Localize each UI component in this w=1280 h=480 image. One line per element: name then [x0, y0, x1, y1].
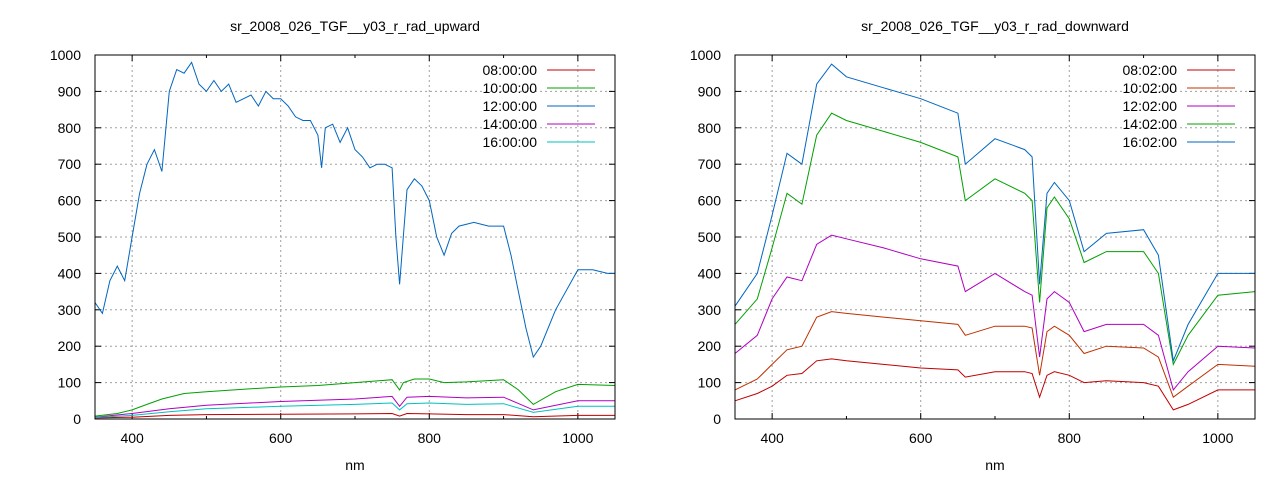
x-tick-label: 800 — [418, 430, 442, 446]
series-line — [734, 311, 1256, 398]
y-tick-label: 1000 — [690, 47, 721, 63]
y-tick-label: 700 — [58, 156, 82, 172]
legend-label: 08:00:00 — [483, 62, 538, 78]
chart-upward-svg: sr_2008_026_TGF__y03_r_rad_upward 0 100 200… — [50, 18, 616, 473]
legend-label: 08:02:00 — [1123, 62, 1178, 78]
y-tick-label: 900 — [698, 83, 722, 99]
y-tick-label: 300 — [58, 302, 82, 318]
legend-label: 12:00:00 — [483, 98, 538, 114]
y-tick-label: 0 — [73, 411, 81, 427]
x-tick-label: 1000 — [1202, 430, 1233, 446]
x-tick-label: 400 — [120, 430, 144, 446]
series-line — [94, 402, 615, 418]
x-axis-label: nm — [345, 457, 364, 473]
y-tick-label: 400 — [58, 265, 82, 281]
y-tick-label: 600 — [698, 193, 722, 209]
y-tick-label: 200 — [698, 338, 722, 354]
y-tick-label: 600 — [58, 193, 82, 209]
plot-frame — [734, 54, 1256, 420]
series-line — [734, 112, 1256, 366]
chart-title: sr_2008_026_TGF__y03_r_rad_downward — [861, 18, 1129, 34]
series-line — [94, 412, 615, 419]
chart-upward: sr_2008_026_TGF__y03_r_rad_upward 0 100 200… — [50, 18, 616, 473]
y-tick-label: 300 — [698, 302, 722, 318]
y-tick-label: 0 — [713, 411, 721, 427]
legend-label: 10:00:00 — [483, 80, 538, 96]
legend-label: 10:02:00 — [1123, 80, 1178, 96]
y-tick-label: 700 — [698, 156, 722, 172]
chart-downward-svg: sr_2008_026_TGF__y03_r_rad_downward 0 100 2… — [690, 18, 1256, 473]
y-tick-label: 500 — [58, 229, 82, 245]
y-tick-label: 800 — [58, 120, 82, 136]
legend-label: 14:02:00 — [1123, 116, 1178, 132]
chart-downward: sr_2008_026_TGF__y03_r_rad_downward 0 100 2… — [640, 0, 1280, 480]
x-tick-label: 400 — [760, 430, 784, 446]
plot-frame — [94, 54, 616, 420]
x-tick-label: 800 — [1058, 430, 1082, 446]
x-tick-label: 600 — [269, 430, 293, 446]
chart-title: sr_2008_026_TGF__y03_r_rad_upward — [230, 18, 480, 34]
x-tick-label: 1000 — [562, 430, 593, 446]
series-line — [94, 61, 615, 359]
y-tick-label: 800 — [698, 120, 722, 136]
series-line — [734, 63, 1255, 363]
y-tick-label: 400 — [698, 265, 722, 281]
y-tick-label: 500 — [698, 229, 722, 245]
series-line — [94, 395, 615, 418]
series-line — [734, 358, 1255, 411]
y-tick-label: 1000 — [50, 47, 81, 63]
legend-label: 16:02:00 — [1123, 134, 1178, 150]
y-tick-label: 100 — [698, 375, 722, 391]
x-axis-label: nm — [985, 457, 1004, 473]
y-tick-label: 200 — [58, 338, 82, 354]
y-tick-label: 900 — [58, 83, 82, 99]
series-line — [734, 234, 1256, 391]
legend-label: 12:02:00 — [1123, 98, 1178, 114]
series-line — [94, 378, 616, 417]
x-tick-label: 600 — [909, 430, 933, 446]
legend-label: 16:00:00 — [483, 134, 538, 150]
legend-label: 14:00:00 — [483, 116, 538, 132]
y-tick-label: 100 — [58, 375, 82, 391]
